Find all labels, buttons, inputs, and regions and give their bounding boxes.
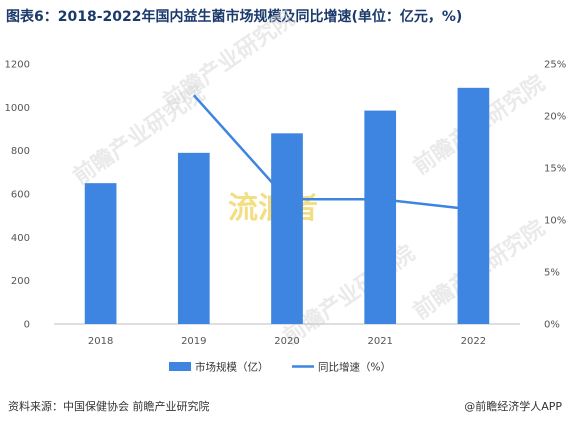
x-tick-label: 2019 [181, 336, 206, 347]
bar [177, 152, 210, 324]
x-tick-label: 2018 [88, 336, 113, 347]
y-right-tick-label: 25% [544, 60, 566, 71]
watermark-logo-text: 前瞻产业研究院 [159, 5, 300, 115]
source-note: 资料来源：中国保健协会 前瞻产业研究院 [8, 400, 210, 413]
line-series [192, 94, 474, 211]
y-right-tick-label: 5% [544, 268, 560, 279]
y-right-tick-label: 15% [544, 164, 566, 175]
y-left-tick-label: 1000 [5, 103, 30, 114]
bar [364, 110, 397, 324]
x-axis: 2018 2019 2020 2021 2022 [88, 336, 486, 347]
x-tick-label: 2021 [367, 336, 392, 347]
bar-series [84, 87, 490, 324]
brand-label: @前瞻经济学人APP [464, 400, 562, 413]
bar [457, 87, 490, 324]
y-right-tick-label: 10% [544, 216, 566, 227]
y-left-tick-label: 1200 [5, 60, 30, 71]
y-left-tick-label: 0 [24, 320, 30, 331]
y-left-tick-label: 200 [11, 276, 30, 287]
legend-bar-label: 市场规模（亿） [195, 361, 269, 374]
left-axis: 0 200 400 600 800 1000 1200 [5, 60, 30, 331]
y-right-tick-label: 20% [544, 112, 566, 123]
chart-title: 图表6：2018-2022年国内益生菌市场规模及同比增速(单位：亿元，%) [6, 9, 463, 25]
y-left-tick-label: 600 [11, 190, 30, 201]
x-tick-label: 2022 [461, 336, 486, 347]
bar [271, 133, 303, 324]
right-axis: 0% 5% 10% 15% 20% 25% [544, 60, 566, 331]
legend: 市场规模（亿） 同比增速（%） [169, 361, 391, 374]
y-left-tick-label: 400 [11, 233, 30, 244]
legend-bar-swatch [169, 362, 191, 371]
x-tick-label: 2020 [274, 336, 299, 347]
legend-line-label: 同比增速（%） [318, 361, 391, 374]
bar [84, 183, 117, 324]
y-left-tick-label: 800 [11, 146, 30, 157]
y-right-tick-label: 0% [544, 320, 560, 331]
line-series-path [192, 94, 474, 211]
